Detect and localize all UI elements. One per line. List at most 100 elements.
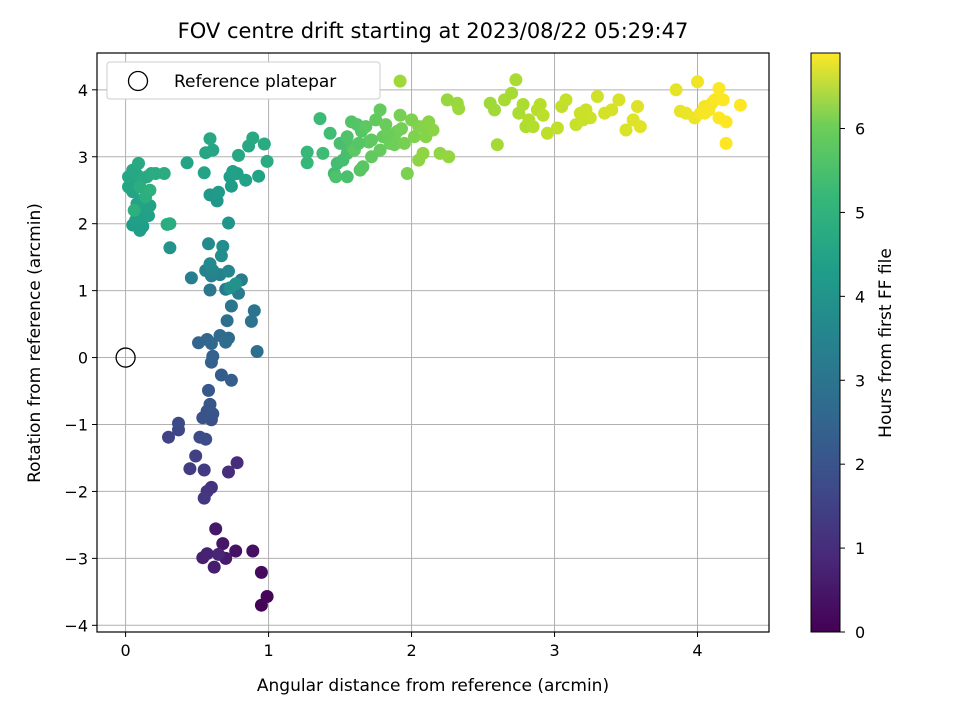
data-point <box>359 120 373 134</box>
data-point <box>416 146 430 160</box>
data-point <box>229 544 243 558</box>
data-point <box>533 98 547 111</box>
y-tick-label: 2 <box>78 215 88 234</box>
data-point <box>369 113 383 127</box>
data-point <box>163 217 177 231</box>
data-point <box>232 148 245 162</box>
colorbar-gradient <box>810 52 841 633</box>
data-point <box>393 108 407 122</box>
data-point <box>183 462 197 476</box>
data-point <box>605 103 619 117</box>
x-tick-label: 2 <box>406 641 416 660</box>
data-point <box>719 115 733 129</box>
colorbar-tick-label: 0 <box>855 623 865 642</box>
data-point <box>329 170 343 184</box>
data-point <box>559 93 573 107</box>
data-point <box>526 120 540 134</box>
plot-frame <box>96 52 770 633</box>
data-point <box>200 547 214 561</box>
data-point <box>206 143 220 157</box>
data-point <box>550 121 564 135</box>
colorbar-tick-label: 1 <box>855 539 865 558</box>
data-point <box>172 416 185 430</box>
data-point <box>199 432 213 446</box>
data-point <box>230 456 244 470</box>
data-point <box>229 277 243 291</box>
y-tick-label: 0 <box>78 349 88 368</box>
data-point <box>365 150 378 164</box>
data-point <box>197 463 211 477</box>
data-point <box>157 167 171 180</box>
data-point <box>536 108 550 122</box>
data-point <box>488 103 501 117</box>
data-point <box>250 345 264 358</box>
y-tick-label: 3 <box>78 148 88 167</box>
data-point <box>498 93 511 107</box>
y-tick-label: −1 <box>64 415 88 434</box>
data-point <box>716 93 730 107</box>
data-point <box>698 106 712 120</box>
data-point <box>397 136 411 150</box>
colorbar-ticks: 0 1 2 3 4 5 6 <box>840 120 865 642</box>
data-point <box>440 93 454 107</box>
legend-marker-icon <box>127 70 149 92</box>
data-point <box>246 131 260 145</box>
data-point <box>212 185 225 199</box>
data-point <box>426 123 440 137</box>
x-tick-label: 0 <box>121 641 131 660</box>
x-tick-label: 3 <box>549 641 559 660</box>
data-point <box>207 560 221 574</box>
y-tick-label: −2 <box>64 482 88 501</box>
data-point <box>133 180 147 194</box>
data-point <box>254 565 268 579</box>
x-axis-label: Angular distance from reference (arcmin) <box>257 676 609 696</box>
data-point <box>733 98 747 112</box>
data-point <box>189 449 203 463</box>
x-axis-ticks: 0 1 2 3 4 <box>121 632 703 660</box>
data-point <box>197 166 211 180</box>
data-point <box>252 169 266 183</box>
data-point <box>203 283 217 297</box>
data-point <box>633 120 647 134</box>
data-point <box>224 373 238 387</box>
y-tick-label: −3 <box>64 549 88 568</box>
data-point <box>509 73 523 87</box>
x-tick-label: 4 <box>692 641 702 660</box>
data-point <box>224 299 238 313</box>
data-point <box>257 137 271 151</box>
colorbar-label: Hours from first FF file <box>876 248 896 438</box>
data-point <box>540 126 554 140</box>
data-point <box>260 154 274 168</box>
data-point <box>407 130 421 144</box>
data-point <box>246 544 260 558</box>
data-point <box>395 122 408 136</box>
data-point <box>373 103 387 117</box>
colorbar-tick-label: 2 <box>855 455 865 474</box>
data-point <box>490 138 504 152</box>
data-point <box>691 75 704 89</box>
data-point <box>209 522 223 536</box>
data-point <box>316 146 330 160</box>
data-points <box>122 73 747 612</box>
data-point <box>214 368 228 382</box>
data-point <box>576 113 590 127</box>
data-point <box>212 547 225 561</box>
data-point <box>712 82 726 95</box>
data-point <box>300 156 314 170</box>
y-tick-label: −4 <box>64 616 88 635</box>
data-point <box>222 216 235 230</box>
legend: Reference platepar <box>106 61 381 100</box>
data-point <box>340 130 354 144</box>
reference-platepar-point <box>115 347 136 368</box>
data-point <box>226 165 240 178</box>
data-point <box>612 93 626 107</box>
data-point <box>516 98 530 111</box>
data-point <box>719 136 733 150</box>
colorbar-tick-label: 4 <box>855 287 865 306</box>
data-point <box>132 156 145 170</box>
data-point <box>180 156 194 170</box>
data-point <box>400 167 414 180</box>
colorbar-tick-label: 3 <box>855 371 865 390</box>
colorbar-tick-label: 6 <box>855 120 865 139</box>
